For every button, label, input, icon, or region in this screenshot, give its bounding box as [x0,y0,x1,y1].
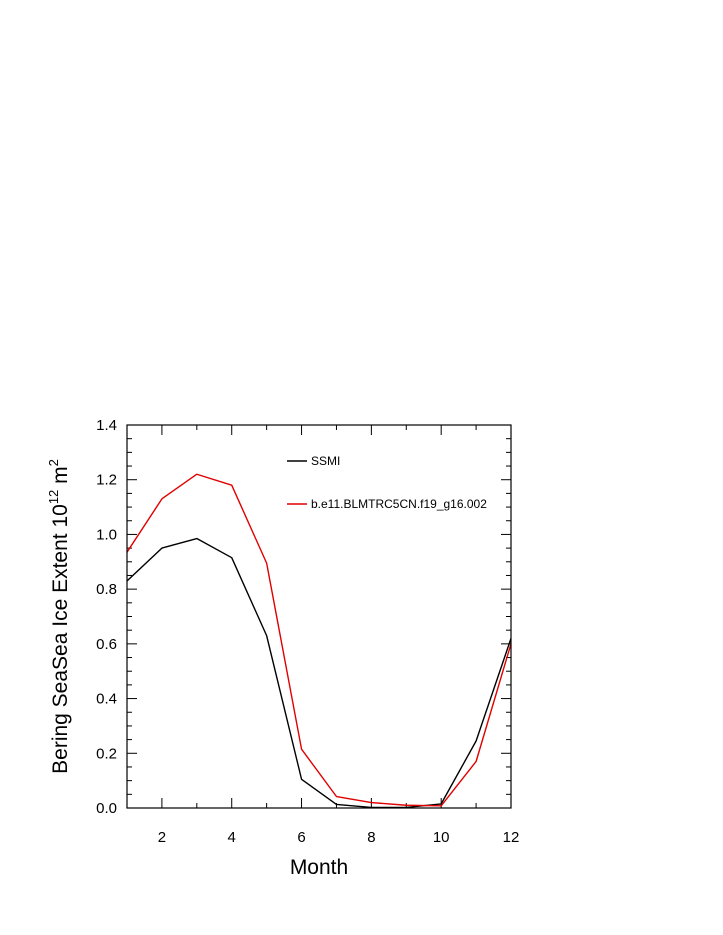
series-line-2 [126,473,512,807]
tick-labels: 2 4 6 8 10 12 0.0 0.2 0.4 0.6 0.8 1.0 1.2 1.4 [96,417,519,846]
x-axis-title: Month [290,856,348,879]
plot-frame [126,424,512,809]
x-tick-label: 12 [503,829,520,846]
legend: SSMI b.e11.BLMTRC5CN.f19_g16.002 [287,454,487,511]
x-tick-label: 8 [367,829,375,846]
y-tick-label: 1.0 [96,526,117,543]
y-tick-label: 0.2 [96,745,117,762]
y-tick-label: 0.0 [96,800,117,817]
x-tick-label: 6 [297,829,305,846]
y-tick-label: 1.2 [96,472,117,489]
y-axis-title: Bering SeaSea Ice Extent 1012 m2 [46,459,72,774]
x-tick-label: 4 [228,829,236,846]
x-tick-label: 2 [158,829,166,846]
series-line-1 [126,537,512,809]
legend-label-1: SSMI [311,454,340,468]
y-axis-title-unit-exponent: 2 [46,459,61,466]
y-axis-title-exponent: 12 [46,490,61,504]
y-tick-label: 1.4 [96,417,117,434]
y-tick-label: 0.4 [96,691,117,708]
x-tick-label: 10 [433,829,450,846]
y-axis-title-text: Bering SeaSea Ice Extent 10 [49,504,72,774]
series-lines [126,473,512,809]
y-tick-label: 0.8 [96,581,117,598]
y-axis-title-unit: m [49,466,72,489]
y-tick-label: 0.6 [96,636,117,653]
legend-label-2: b.e11.BLMTRC5CN.f19_g16.002 [311,497,487,511]
